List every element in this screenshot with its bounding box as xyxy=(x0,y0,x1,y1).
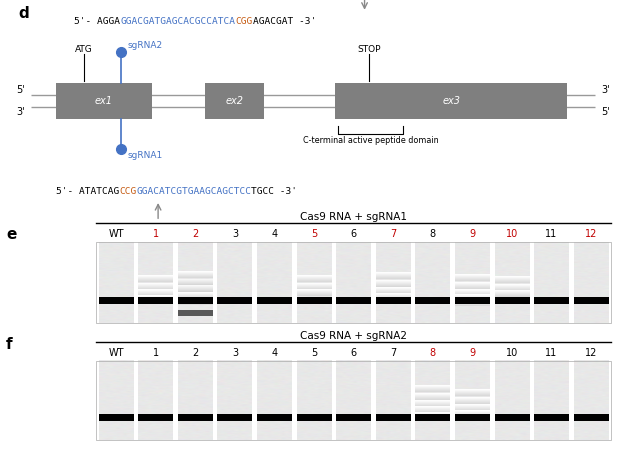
Text: 5'- ATATCAG: 5'- ATATCAG xyxy=(56,187,119,196)
Text: 11: 11 xyxy=(546,229,557,240)
Text: WT: WT xyxy=(108,229,124,240)
Text: GGACATCGTGAAGCAGCTCC: GGACATCGTGAAGCAGCTCC xyxy=(136,187,251,196)
Text: 10: 10 xyxy=(506,229,518,240)
Text: 5': 5' xyxy=(16,85,25,95)
Text: GGACGATGAGCACGCCATCA: GGACGATGAGCACGCCATCA xyxy=(120,16,236,26)
Text: WT: WT xyxy=(108,348,124,358)
Text: e: e xyxy=(6,227,17,242)
Text: C-terminal active peptide domain: C-terminal active peptide domain xyxy=(303,136,438,145)
Text: 3: 3 xyxy=(232,348,238,358)
Bar xyxy=(56,83,152,119)
Text: ex1: ex1 xyxy=(95,96,113,106)
Text: 10: 10 xyxy=(506,348,518,358)
Text: 5: 5 xyxy=(311,348,317,358)
Text: 7: 7 xyxy=(390,229,396,240)
Text: Cas9 RNA + sgRNA1: Cas9 RNA + sgRNA1 xyxy=(300,212,407,222)
Text: 5': 5' xyxy=(601,108,610,117)
Text: 12: 12 xyxy=(585,229,597,240)
Text: TGCC -3': TGCC -3' xyxy=(251,187,298,196)
Text: 3': 3' xyxy=(601,85,610,95)
Text: 3: 3 xyxy=(232,229,238,240)
Text: 2: 2 xyxy=(192,348,198,358)
Text: sgRNA2: sgRNA2 xyxy=(127,40,162,49)
Bar xyxy=(335,83,567,119)
Text: CCG: CCG xyxy=(119,187,136,196)
Text: 4: 4 xyxy=(272,229,278,240)
Text: sgRNA1: sgRNA1 xyxy=(127,151,162,160)
Text: 5: 5 xyxy=(311,229,317,240)
Text: 4: 4 xyxy=(272,348,278,358)
Text: CGG: CGG xyxy=(236,16,253,26)
Text: 7: 7 xyxy=(390,348,396,358)
Text: 6: 6 xyxy=(350,229,356,240)
Bar xyxy=(205,83,264,119)
Bar xyxy=(96,242,611,323)
Text: 9: 9 xyxy=(469,229,476,240)
Text: f: f xyxy=(6,337,13,352)
Text: 11: 11 xyxy=(546,348,557,358)
Bar xyxy=(96,361,611,440)
Text: 8: 8 xyxy=(430,229,436,240)
Text: 12: 12 xyxy=(585,348,597,358)
Text: 8: 8 xyxy=(430,348,436,358)
Text: 2: 2 xyxy=(192,229,198,240)
Text: ex3: ex3 xyxy=(442,96,460,106)
Text: STOP: STOP xyxy=(357,45,381,54)
Text: 1: 1 xyxy=(153,348,159,358)
Text: ex2: ex2 xyxy=(225,96,243,106)
Text: 1: 1 xyxy=(153,229,159,240)
Text: AGACGAT -3': AGACGAT -3' xyxy=(253,16,316,26)
Text: Cas9 RNA + sgRNA2: Cas9 RNA + sgRNA2 xyxy=(300,331,407,341)
Text: d: d xyxy=(19,6,29,22)
Text: 5'- AGGA: 5'- AGGA xyxy=(74,16,120,26)
Text: 6: 6 xyxy=(350,348,356,358)
Text: ATG: ATG xyxy=(75,45,92,54)
Text: 3': 3' xyxy=(16,108,25,117)
Text: 9: 9 xyxy=(469,348,476,358)
